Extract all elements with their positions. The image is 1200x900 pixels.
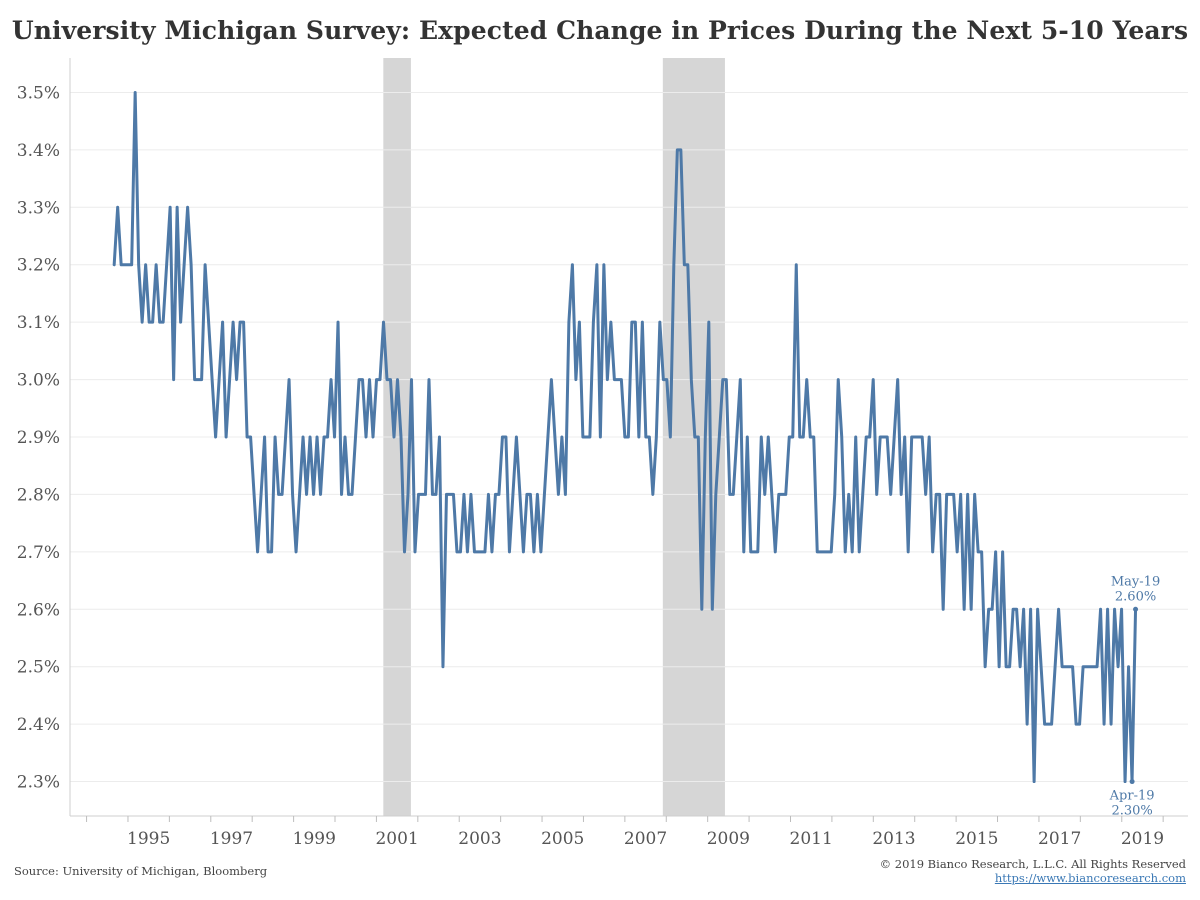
y-tick-label: 3.4%	[17, 141, 60, 161]
x-tick-labels: 1995 1997 1999 2001 2003 2005 2007 2009 2011 2013…	[86, 816, 1164, 849]
x-tick-label: 2011	[790, 829, 833, 849]
y-tick-label: 2.5%	[17, 658, 60, 678]
annotation-label: Apr-19	[1109, 789, 1155, 804]
x-tick-label: 2001	[375, 829, 418, 849]
x-tick-label: 2017	[1038, 829, 1081, 849]
axes	[69, 58, 1188, 817]
y-tick-label: 2.4%	[17, 715, 60, 735]
x-tick-label: 1999	[293, 829, 336, 849]
annotation-label: May-19	[1111, 574, 1160, 589]
x-tick-label: 1995	[127, 829, 170, 849]
y-tick-label: 2.3%	[17, 773, 60, 793]
y-tick-label: 3.5%	[17, 83, 60, 103]
x-tick-label: 2009	[707, 829, 750, 849]
y-tick-label: 3.3%	[17, 198, 60, 218]
y-tick-label: 2.9%	[17, 428, 60, 448]
y-tick-label: 3.2%	[17, 256, 60, 276]
y-tick-label: 3.0%	[17, 371, 60, 391]
source-note: Source: University of Michigan, Bloomber…	[14, 864, 268, 878]
annotation-value: 2.60%	[1115, 589, 1156, 604]
y-tick-label: 3.1%	[17, 313, 60, 333]
annotations: May-192.60% Apr-192.30%	[1109, 574, 1161, 818]
series-line	[112, 90, 1138, 784]
copyright-block: © 2019 Bianco Research, L.L.C. All Right…	[880, 857, 1186, 885]
y-tick-label: 2.8%	[17, 485, 60, 505]
x-tick-label: 2013	[872, 829, 915, 849]
website-link[interactable]: https://www.biancoresearch.com	[994, 871, 1186, 885]
x-tick-label: 1997	[210, 829, 253, 849]
x-tick-label: 2015	[955, 829, 998, 849]
x-tick-label: 2019	[1121, 829, 1164, 849]
chart-title: University Michigan Survey: Expected Cha…	[11, 16, 1189, 45]
y-tick-labels: 2.3% 2.4% 2.5% 2.6% 2.7% 2.8% 2.9% 3.0% 3.1% 3.2%…	[17, 83, 60, 792]
annotation-value: 2.30%	[1111, 804, 1152, 819]
annotation-point	[1133, 606, 1139, 612]
annotation-point	[1129, 779, 1135, 785]
x-tick-label: 2007	[624, 829, 667, 849]
y-tick-label: 2.6%	[17, 600, 60, 620]
y-tick-label: 2.7%	[17, 543, 60, 563]
x-tick-label: 2003	[458, 829, 501, 849]
copyright-text: © 2019 Bianco Research, L.L.C. All Right…	[879, 857, 1186, 871]
x-tick-label: 2005	[541, 829, 584, 849]
